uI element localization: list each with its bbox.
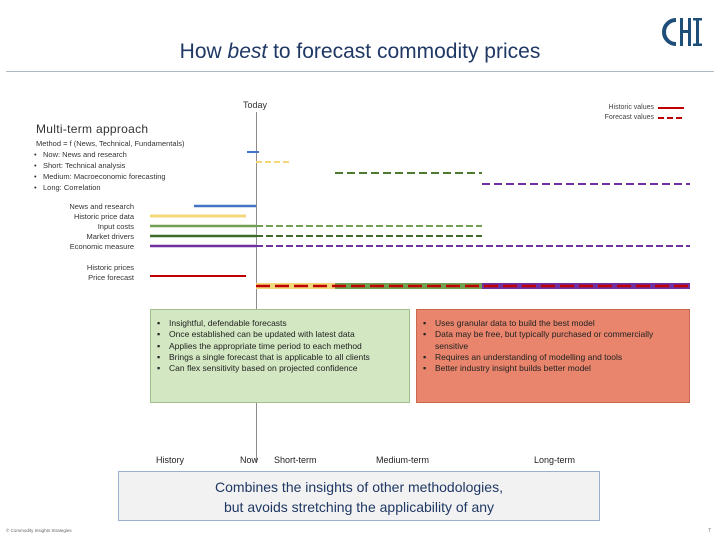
input-label-market-drivers: Market drivers (86, 232, 134, 241)
legend: Historic values Forecast values (560, 104, 690, 126)
method-item: Medium: Macroeconomic forecasting (34, 171, 166, 182)
summary-box: Combines the insights of other methodolo… (118, 471, 600, 521)
axis-label-now: Now (240, 455, 259, 465)
input-label-historic-price: Historic price data (73, 212, 134, 221)
cons-item: Better industry insight builds better mo… (421, 363, 683, 375)
pros-box: Insightful, defendable forecasts Once es… (150, 309, 410, 403)
cons-box: Uses granular data to build the best mod… (416, 309, 690, 403)
pros-item: Applies the appropriate time period to e… (155, 341, 403, 353)
cons-item: Requires an understanding of modelling a… (421, 352, 683, 364)
method-item: Now: News and research (34, 149, 166, 160)
axis-label-long-term: Long-term (534, 455, 576, 465)
price-label-historic: Historic prices (86, 263, 134, 272)
axis-label-history: History (156, 455, 185, 465)
cons-item: Uses granular data to build the best mod… (421, 318, 683, 330)
method-list: Now: News and research Short: Technical … (34, 149, 166, 193)
today-label: Today (243, 100, 268, 110)
copyright-text: © Commodity Insights Strategies (6, 528, 72, 533)
cons-item: Data may be free, but typically purchase… (421, 329, 683, 352)
pros-item: Once established can be updated with lat… (155, 329, 403, 341)
pros-item: Can flex sensitivity based on projected … (155, 363, 403, 375)
page-number: 7 (708, 528, 711, 534)
price-label-forecast: Price forecast (88, 273, 134, 282)
legend-swatches (658, 107, 684, 119)
summary-line-1: Combines the insights of other methodolo… (215, 479, 503, 495)
section-heading: Multi-term approach (36, 122, 149, 136)
pros-item: Brings a single forecast that is applica… (155, 352, 403, 364)
title-divider (6, 71, 714, 72)
axis-label-short-term: Short-term (274, 455, 317, 465)
input-label-economic: Economic measure (69, 242, 134, 251)
title-emphasis: best (227, 40, 268, 63)
input-label-input-costs: Input costs (97, 222, 134, 231)
company-logo-icon (662, 18, 702, 46)
input-label-news: News and research (69, 202, 134, 211)
legend-forecast-label: Forecast values (604, 114, 654, 121)
method-item: Long: Correlation (34, 182, 166, 193)
legend-historic-label: Historic values (608, 104, 654, 111)
method-item: Short: Technical analysis (34, 160, 166, 171)
pros-item: Insightful, defendable forecasts (155, 318, 403, 330)
page-title: How best to forecast commodity prices (179, 40, 541, 63)
axis-label-medium-term: Medium-term (376, 455, 430, 465)
method-formula: Method = f (News, Technical, Fundamental… (36, 139, 185, 148)
summary-line-2: but avoids stretching the applicability … (223, 499, 495, 515)
